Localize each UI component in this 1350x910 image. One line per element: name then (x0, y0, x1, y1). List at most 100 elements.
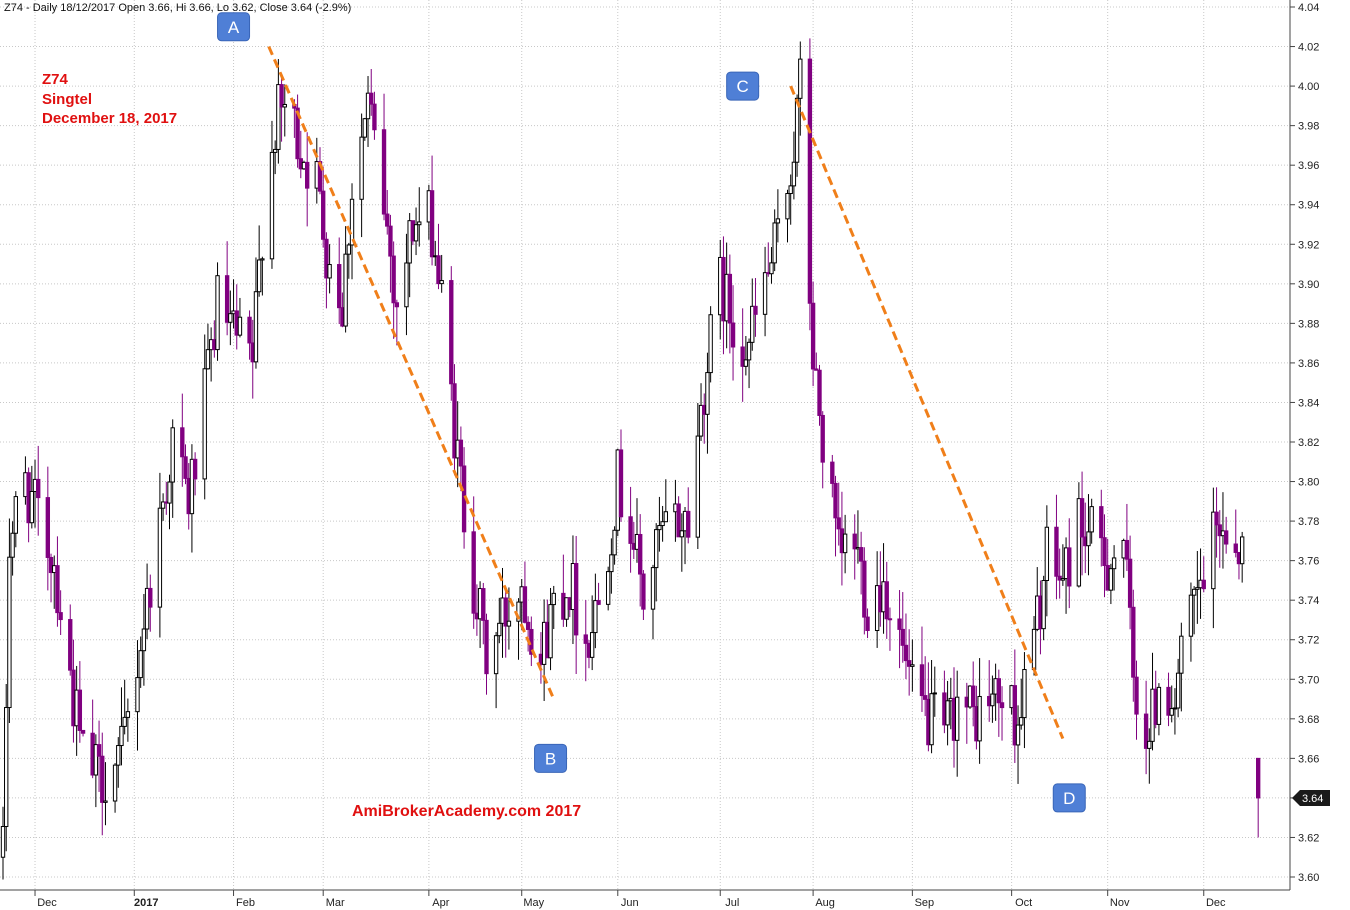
watermark: AmiBrokerAcademy.com 2017 (352, 803, 581, 820)
candle-down (369, 92, 374, 105)
candle-up (679, 530, 685, 538)
candle-up (929, 693, 934, 746)
candle-down (279, 84, 284, 108)
candle-up (269, 151, 275, 260)
candle-up (1086, 531, 1091, 547)
candle-up (794, 97, 800, 163)
y-axis-ticks: 4.04 4.02 4.00 3.98 3.96 3.94 3.92 3.90 3.88 3.86… (1290, 2, 1319, 884)
candles (0, 38, 1261, 880)
candle-up (256, 259, 262, 293)
candle-down (1054, 526, 1059, 577)
candle-down (1166, 686, 1171, 716)
candle-up (10, 532, 15, 558)
x-tick-label: Apr (432, 897, 449, 909)
candle-down (1143, 713, 1149, 749)
candle-up (1188, 594, 1194, 637)
candle-down (676, 503, 681, 538)
candle-down (817, 369, 822, 416)
candle-up (1089, 506, 1094, 533)
candle-down (638, 533, 643, 575)
candle-up (13, 496, 18, 534)
candle-down (887, 618, 893, 621)
candle-up (955, 696, 960, 741)
trendlines (267, 45, 1065, 740)
y-tick-label: 3.96 (1298, 160, 1319, 172)
candle-up (609, 554, 614, 573)
candle-down (858, 547, 864, 562)
candle-up (349, 198, 355, 246)
candle-up (170, 427, 175, 483)
candle-down (385, 213, 390, 227)
candle-up (1022, 669, 1027, 719)
candle-up (237, 316, 243, 336)
candle-up (1191, 588, 1197, 596)
candle-down (484, 619, 489, 675)
y-tick-label: 3.94 (1298, 200, 1319, 212)
candle-up (1195, 587, 1200, 590)
candle-up (29, 490, 34, 524)
candle-up (125, 711, 131, 718)
x-tick-label: Jun (621, 897, 639, 909)
candle-up (160, 501, 166, 509)
candle-up (1211, 511, 1216, 590)
candle-up (791, 161, 797, 187)
candle-down (996, 678, 1002, 704)
candle-up (7, 556, 12, 709)
candle-down (810, 302, 816, 370)
candle-up (990, 693, 995, 707)
candle-up (215, 275, 220, 351)
candle-down (618, 449, 624, 518)
candle-up (1108, 568, 1114, 591)
candle-up (493, 635, 499, 675)
candle-down (388, 225, 393, 257)
candle-up (1015, 724, 1021, 746)
candle-up (112, 764, 118, 802)
candle-up (359, 136, 364, 200)
candle-up (346, 244, 351, 255)
candle-up (663, 511, 668, 523)
candle-up (589, 632, 595, 658)
candle-up (276, 84, 281, 150)
candle-down (1102, 537, 1107, 567)
y-tick-label: 3.70 (1298, 674, 1319, 686)
marker-b-label: B (545, 749, 556, 768)
candle-down (740, 346, 745, 367)
candle-down (36, 478, 41, 499)
candle-down (381, 129, 387, 215)
candle-down (1214, 511, 1219, 526)
x-tick-label: 2017 (134, 897, 158, 909)
candle-up (746, 341, 752, 361)
y-tick-label: 3.76 (1298, 556, 1319, 568)
annotation-date: December 18, 2017 (42, 110, 177, 127)
candle-down (900, 628, 905, 646)
candle-up (775, 218, 781, 224)
candle-down (1099, 506, 1104, 539)
candle-down (148, 587, 153, 608)
candle-up (0, 826, 6, 858)
candle-down (471, 531, 476, 614)
candle-up (708, 314, 713, 374)
candle-up (705, 372, 710, 415)
y-tick-label: 4.02 (1298, 42, 1319, 54)
candle-down (192, 458, 198, 480)
x-tick-label: Aug (815, 897, 835, 909)
candle-up (167, 481, 172, 504)
candle-up (910, 664, 915, 667)
candle-up (612, 529, 617, 556)
y-tick-label: 3.88 (1298, 318, 1319, 330)
candle-down (596, 600, 601, 605)
marker-a-label: A (228, 18, 240, 37)
y-tick-label: 3.82 (1298, 437, 1319, 449)
candle-down (865, 616, 870, 632)
candle-down (686, 510, 691, 538)
marker-a-box (217, 12, 251, 42)
candle-down (48, 556, 54, 574)
candle-down (305, 161, 310, 189)
candle-down (100, 755, 105, 803)
candle-up (1179, 635, 1184, 674)
candle-up (1041, 580, 1046, 630)
marker-b-box (534, 743, 568, 773)
candle-down (224, 275, 230, 323)
